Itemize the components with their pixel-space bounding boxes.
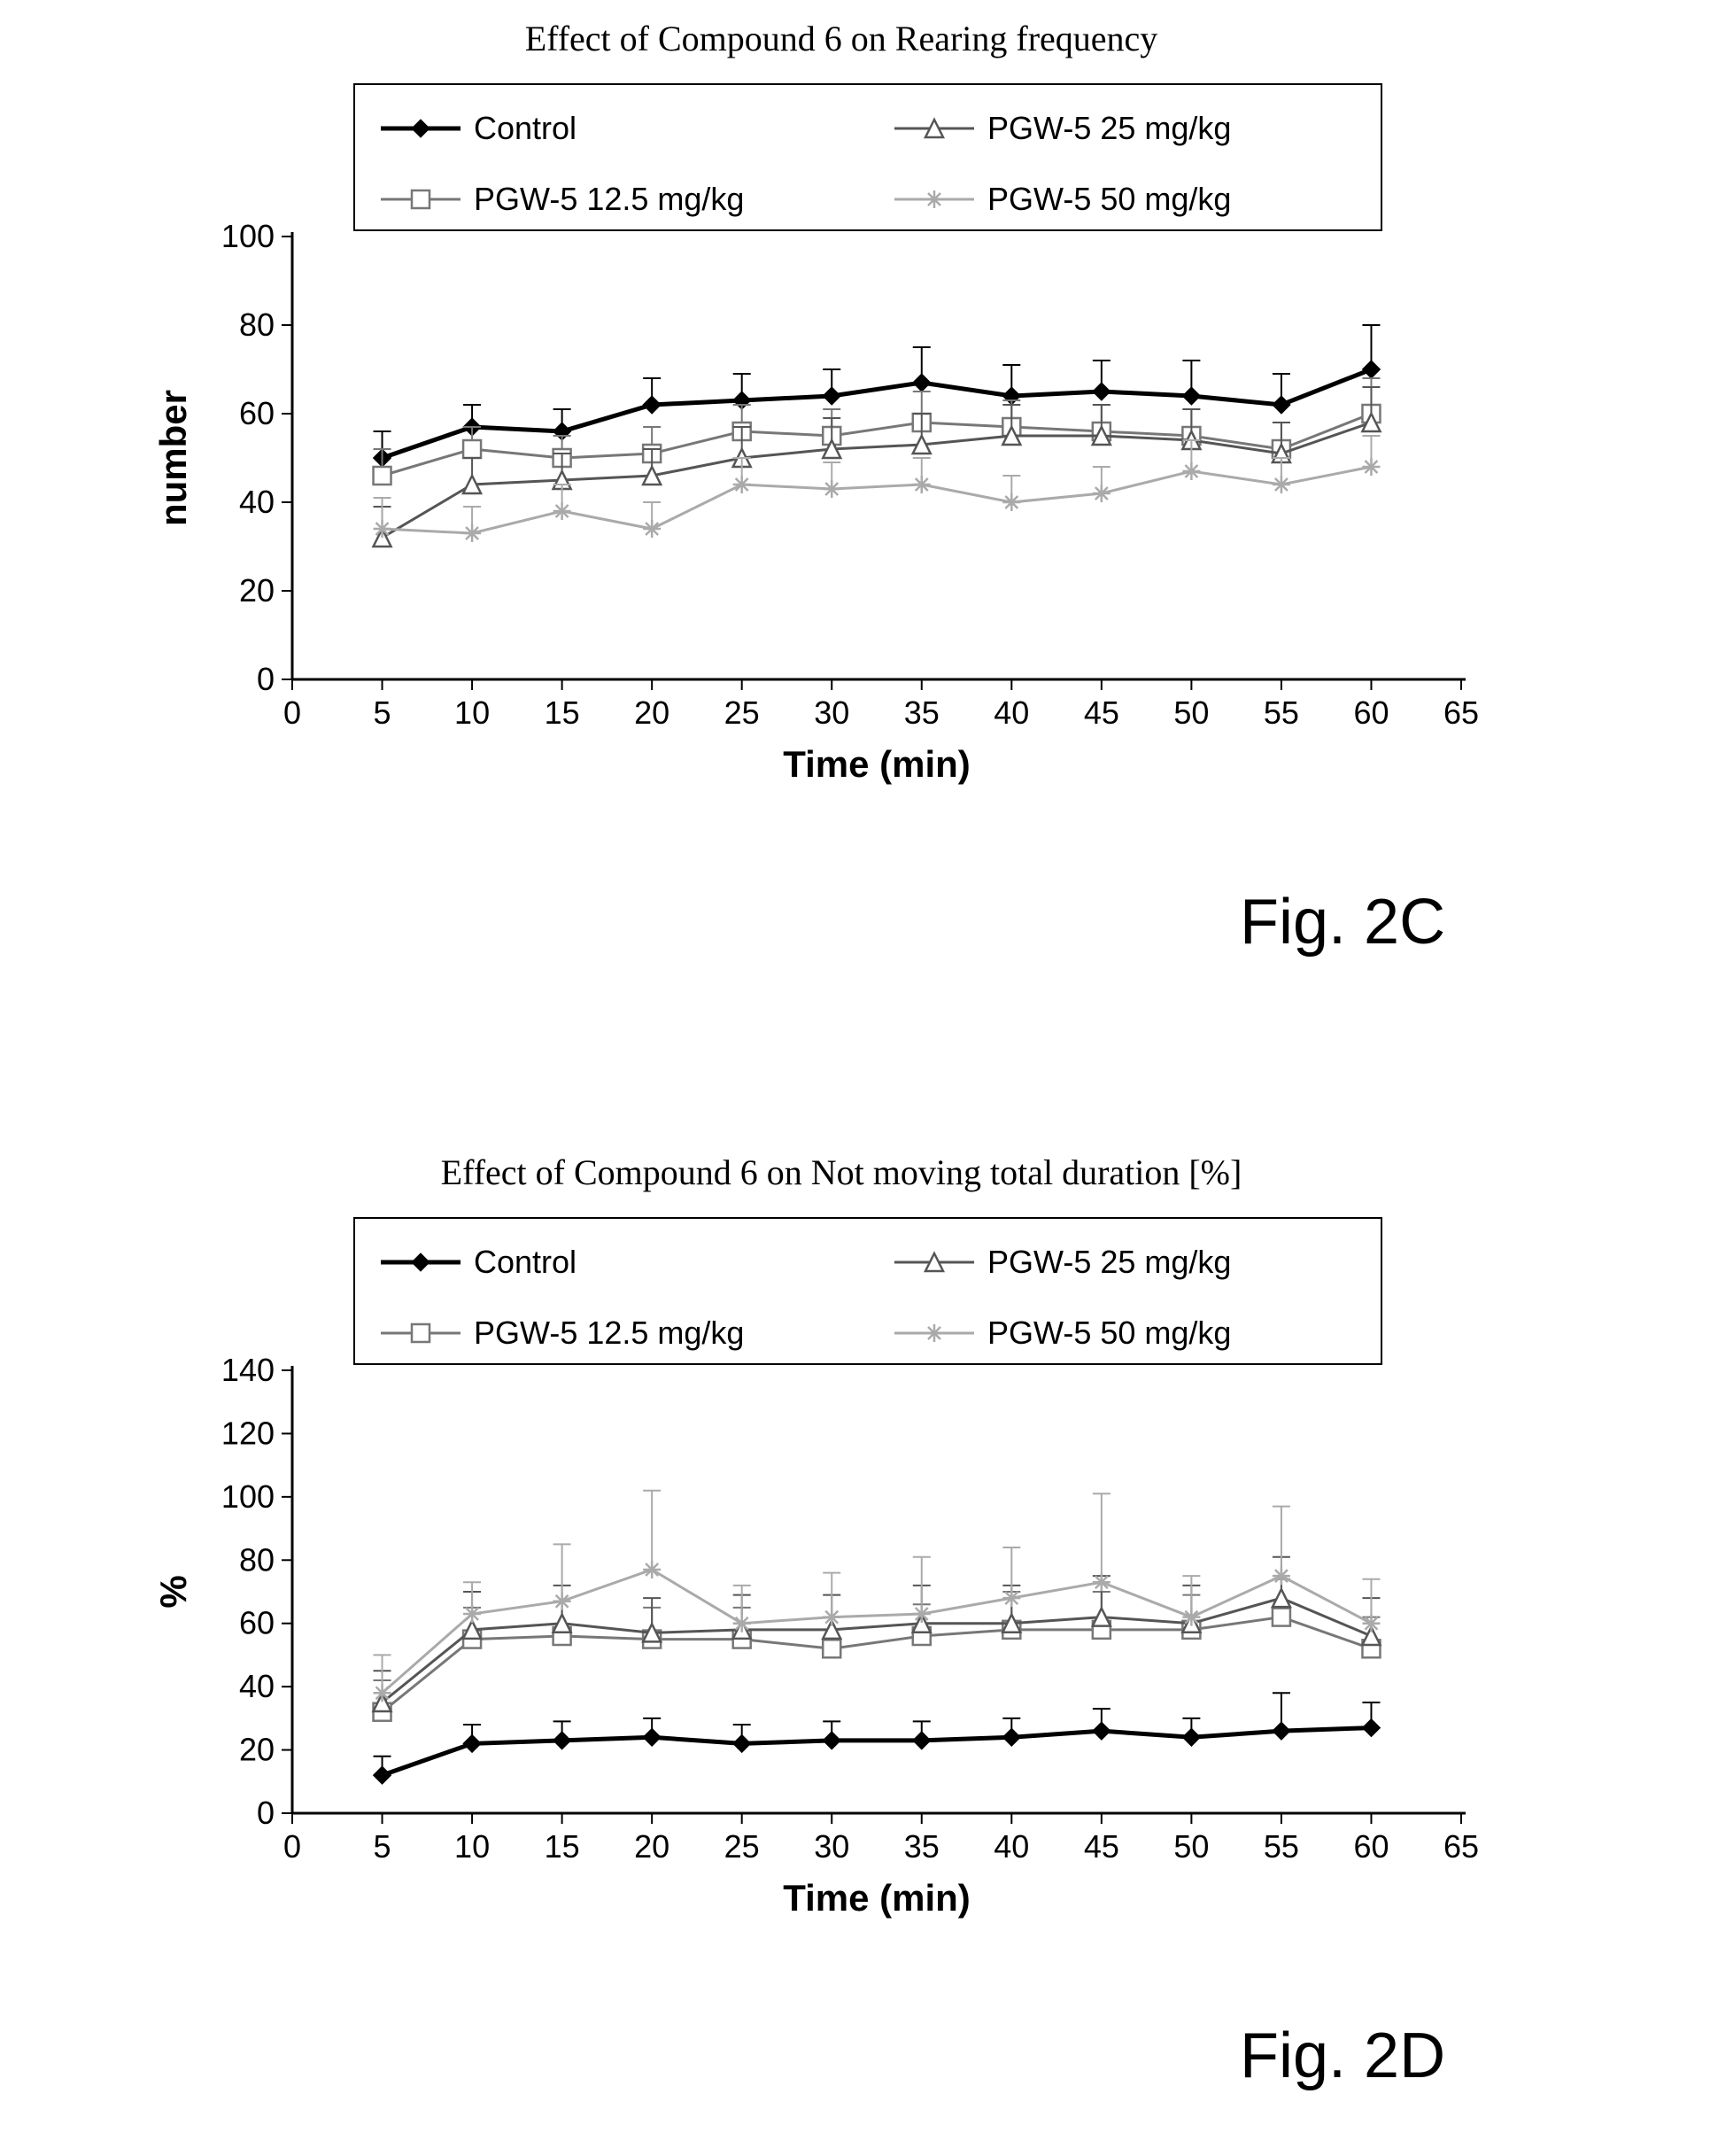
svg-text:Control: Control — [474, 1244, 577, 1280]
svg-text:50: 50 — [1173, 694, 1209, 731]
svg-text:20: 20 — [239, 1732, 275, 1768]
chart-svg-2d: 0 20 40 60 80 100 120 140 0 5 10 15 20 25 30 35 40 45 50 55… — [133, 1211, 1550, 1919]
svg-text:65: 65 — [1443, 1828, 1479, 1865]
chart-title-2c: Effect of Compound 6 on Rearing frequenc… — [133, 18, 1550, 59]
svg-text:60: 60 — [239, 395, 275, 431]
svg-text:PGW-5 12.5 mg/kg: PGW-5 12.5 mg/kg — [474, 1315, 744, 1351]
svg-text:%: % — [152, 1575, 194, 1608]
svg-text:55: 55 — [1264, 1828, 1299, 1865]
svg-text:50: 50 — [1173, 1828, 1209, 1865]
svg-text:45: 45 — [1084, 694, 1119, 731]
svg-text:10: 10 — [454, 694, 490, 731]
svg-text:PGW-5 12.5 mg/kg: PGW-5 12.5 mg/kg — [474, 181, 744, 217]
figure-2c: Effect of Compound 6 on Rearing frequenc… — [133, 18, 1550, 786]
svg-text:60: 60 — [1353, 694, 1389, 731]
svg-text:0: 0 — [257, 661, 275, 697]
figure-label-2d: Fig. 2D — [1240, 2020, 1445, 2092]
svg-text:55: 55 — [1264, 694, 1299, 731]
svg-text:100: 100 — [221, 1478, 275, 1515]
svg-text:number: number — [152, 390, 194, 526]
svg-text:25: 25 — [724, 1828, 760, 1865]
figure-2d: Effect of Compound 6 on Not moving total… — [133, 1152, 1550, 1919]
svg-text:40: 40 — [994, 1828, 1029, 1865]
svg-text:30: 30 — [814, 694, 849, 731]
svg-text:35: 35 — [904, 694, 940, 731]
chart-title-2d: Effect of Compound 6 on Not moving total… — [133, 1152, 1550, 1193]
svg-text:120: 120 — [221, 1415, 275, 1451]
svg-text:30: 30 — [814, 1828, 849, 1865]
svg-text:25: 25 — [724, 694, 760, 731]
svg-text:80: 80 — [239, 306, 275, 343]
svg-text:0: 0 — [283, 1828, 301, 1865]
svg-text:35: 35 — [904, 1828, 940, 1865]
svg-text:20: 20 — [239, 572, 275, 609]
svg-text:40: 40 — [994, 694, 1029, 731]
svg-text:65: 65 — [1443, 694, 1479, 731]
chart-svg-2c: 0 20 40 60 80 100 0 5 10 15 20 25 30 35 40 45 50 55 60 65 Ti… — [133, 77, 1550, 786]
svg-text:80: 80 — [239, 1541, 275, 1578]
svg-text:60: 60 — [239, 1605, 275, 1641]
svg-text:Time (min): Time (min) — [783, 1877, 971, 1919]
figure-label-2c: Fig. 2C — [1240, 886, 1445, 958]
svg-text:PGW-5 25 mg/kg: PGW-5 25 mg/kg — [987, 110, 1231, 146]
svg-text:60: 60 — [1353, 1828, 1389, 1865]
svg-text:140: 140 — [221, 1352, 275, 1388]
svg-text:100: 100 — [221, 218, 275, 254]
svg-text:PGW-5 50 mg/kg: PGW-5 50 mg/kg — [987, 181, 1231, 217]
svg-text:10: 10 — [454, 1828, 490, 1865]
page: Effect of Compound 6 on Rearing frequenc… — [0, 0, 1718, 2156]
svg-text:20: 20 — [634, 1828, 669, 1865]
svg-text:Control: Control — [474, 110, 577, 146]
svg-text:45: 45 — [1084, 1828, 1119, 1865]
svg-text:5: 5 — [374, 694, 391, 731]
svg-text:0: 0 — [283, 694, 301, 731]
svg-text:PGW-5 25 mg/kg: PGW-5 25 mg/kg — [987, 1244, 1231, 1280]
svg-text:15: 15 — [545, 1828, 580, 1865]
svg-text:PGW-5 50 mg/kg: PGW-5 50 mg/kg — [987, 1315, 1231, 1351]
svg-text:5: 5 — [374, 1828, 391, 1865]
svg-text:0: 0 — [257, 1795, 275, 1831]
svg-text:Time (min): Time (min) — [783, 743, 971, 785]
svg-text:20: 20 — [634, 694, 669, 731]
svg-text:40: 40 — [239, 484, 275, 520]
svg-text:40: 40 — [239, 1668, 275, 1704]
svg-text:15: 15 — [545, 694, 580, 731]
